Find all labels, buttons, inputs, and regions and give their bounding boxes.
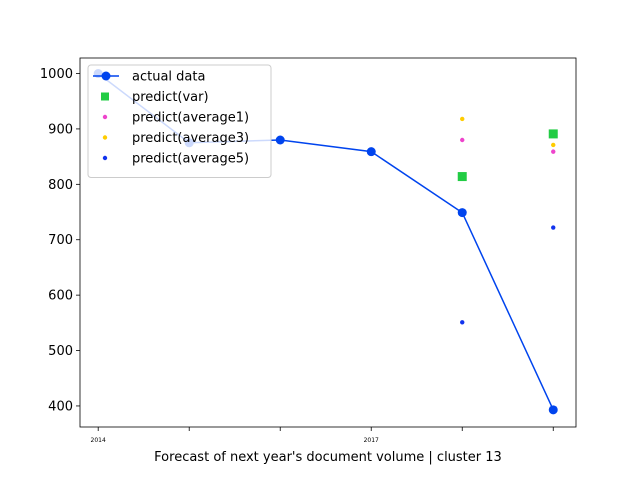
x-tick-label: 2017 <box>364 437 379 444</box>
data-point <box>457 208 467 218</box>
x-tick-label: 2014 <box>91 437 106 444</box>
legend-box <box>87 64 272 178</box>
data-point <box>275 135 285 145</box>
y-tick-label: 600 <box>48 289 73 304</box>
data-point <box>460 137 465 143</box>
data-point <box>460 320 465 325</box>
legend-item: predict(average5) <box>102 152 249 167</box>
series-predict-average3 <box>460 116 556 148</box>
legend-marker <box>102 135 108 140</box>
x-axis: 2014 2017 <box>91 427 554 444</box>
legend-item: actual data <box>93 70 205 85</box>
y-tick-label: 800 <box>48 178 73 193</box>
data-point <box>366 147 376 157</box>
legend-label: predict(average1) <box>132 111 249 126</box>
x-axis-label: Forecast of next year's document volume … <box>154 450 502 465</box>
data-point <box>551 142 556 148</box>
legend-label: actual data <box>132 70 205 85</box>
data-point <box>548 405 558 415</box>
y-tick-label: 700 <box>48 233 73 248</box>
y-tick-label: 500 <box>48 344 73 359</box>
legend-item: predict(average1) <box>102 111 249 126</box>
y-axis: 400 500 600 700 800 900 1000 <box>40 67 80 414</box>
series-predict-var <box>457 129 558 182</box>
legend-item: predict(average3) <box>102 131 249 146</box>
legend-item: predict(var) <box>101 90 209 105</box>
legend-marker <box>102 155 108 161</box>
series-predict-average1 <box>460 137 556 154</box>
legend-label: predict(average3) <box>132 131 249 146</box>
series-predict-average5 <box>460 225 556 325</box>
legend-label: predict(var) <box>132 90 209 105</box>
y-tick-label: 400 <box>48 399 73 414</box>
data-point <box>551 225 556 230</box>
legend-label: predict(average5) <box>132 152 249 167</box>
data-point <box>460 116 465 122</box>
y-tick-label: 900 <box>48 122 73 137</box>
data-point <box>457 172 467 182</box>
legend-marker <box>102 114 108 120</box>
data-point <box>551 149 556 154</box>
y-tick-label: 1000 <box>40 67 73 82</box>
legend: actual data predict(var) predict(average1)… <box>87 64 272 178</box>
data-point <box>548 129 558 139</box>
legend-marker <box>101 71 111 81</box>
legend-marker <box>101 92 109 101</box>
